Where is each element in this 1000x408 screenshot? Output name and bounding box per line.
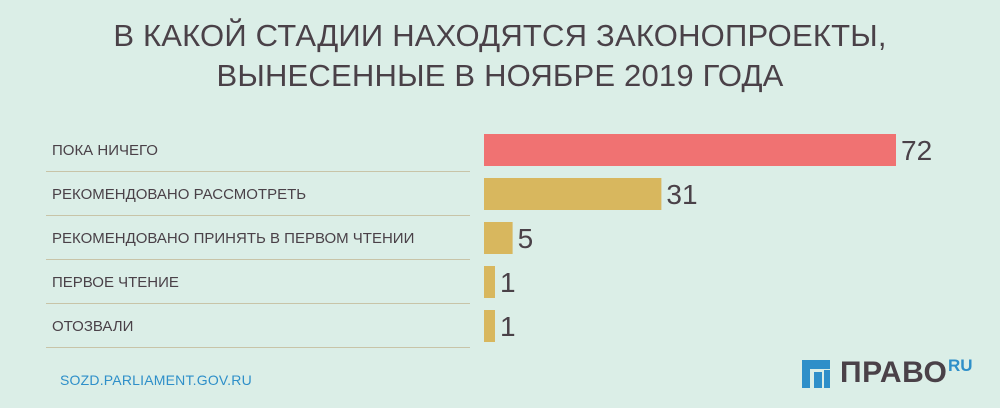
category-label-отозвали: ОТОЗВАЛИ xyxy=(52,318,133,335)
category-label-первое-чтение: ПЕРВОЕ ЧТЕНИЕ xyxy=(52,274,179,291)
category-label-пока-ничего: ПОКА НИЧЕГО xyxy=(52,142,158,159)
category-label-рекомендовано-принять-в-первом-чтении: РЕКОМЕНДОВАНО ПРИНЯТЬ В ПЕРВОМ ЧТЕНИИ xyxy=(52,230,414,247)
chart-title-line-2: ВЫНЕСЕННЫЕ В НОЯБРЕ 2019 ГОДА xyxy=(216,58,784,93)
bar-рекомендовано-принять-в-первом-чтении xyxy=(484,222,513,254)
value-label-первое-чтение: 1 xyxy=(500,267,516,298)
value-label-рекомендовано-рассмотреть: 31 xyxy=(666,179,697,210)
source-link[interactable]: SOZD.PARLIAMENT.GOV.RU xyxy=(60,372,252,388)
bar-первое-чтение xyxy=(484,266,495,298)
pravo-ru-logo[interactable]: ПРАВО RU xyxy=(800,352,980,392)
chart-title: В КАКОЙ СТАДИИ НАХОДЯТСЯ ЗАКОНОПРОЕКТЫ, … xyxy=(0,16,1000,96)
logo-text: ПРАВО xyxy=(840,356,948,389)
bar-рекомендовано-рассмотреть xyxy=(484,178,662,210)
bar-отозвали xyxy=(484,310,495,342)
logo-suffix: RU xyxy=(948,356,973,375)
category-label-рекомендовано-рассмотреть: РЕКОМЕНДОВАНО РАССМОТРЕТЬ xyxy=(52,186,306,203)
chart-title-line-1: В КАКОЙ СТАДИИ НАХОДЯТСЯ ЗАКОНОПРОЕКТЫ, xyxy=(113,18,887,53)
bar-пока-ничего xyxy=(484,134,896,166)
value-label-пока-ничего: 72 xyxy=(901,135,932,166)
value-label-рекомендовано-принять-в-первом-чтении: 5 xyxy=(518,223,534,254)
value-label-отозвали: 1 xyxy=(500,311,516,342)
pravo-logo-icon xyxy=(802,360,830,388)
